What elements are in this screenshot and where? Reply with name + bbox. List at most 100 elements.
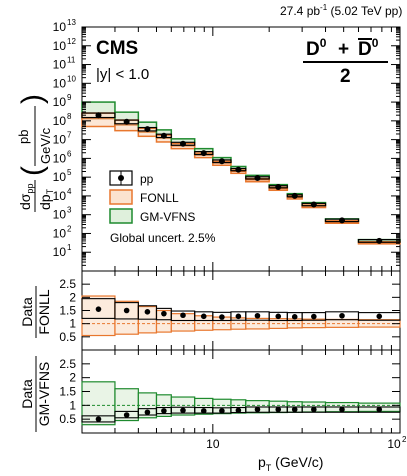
y-tick-exp: 4 [67,187,72,196]
fonll-ratio-point [311,313,317,320]
gmvfns-ratio-point [235,407,242,414]
y-tick-exp: 10 [67,74,76,83]
gmvfns-ratio-point [219,408,225,414]
ratio-y-tick-label: 2 [69,290,76,304]
data-point [95,112,102,119]
fonll-ratio-point [339,312,345,319]
y-tick-label: 10 [53,226,67,240]
data-point [160,132,167,139]
svg-text:D0: D0 [306,36,327,60]
ratio-y-tick-label: 1.5 [59,385,76,399]
y-tick-label: 10 [53,76,67,90]
y-tick-exp: 8 [67,112,72,121]
data-point [254,175,261,182]
gmvfns-ratio-point [311,406,317,413]
y-tick-exp: 9 [67,93,72,102]
y-axis-title-ratio1: Data FONLL [19,286,52,338]
data-point [376,237,383,244]
y-tick-exp: 3 [67,206,72,215]
y-tick-label: 10 [53,114,67,128]
legend-label-gmvfns: GM-VFNS [140,210,195,224]
svg-text:GM-VFNS: GM-VFNS [36,362,52,427]
data-point [123,118,130,125]
y-tick-label: 10 [53,245,67,259]
svg-text:(: ( [16,166,49,176]
y-tick-exp: 12 [67,37,76,46]
particle-label: D0 + D0 2 [303,36,388,87]
legend-label-pp: pp [140,172,154,186]
x-tick-label-10: 10 [206,437,220,451]
lumi-label: 27.4 pb-1 (5.02 TeV pp) [280,3,402,18]
fonll-ratio-point [95,306,102,312]
y-tick-label: 10 [53,20,67,34]
svg-text:Data: Data [19,379,35,409]
fonll-ratio-box [114,300,139,335]
ratio-y-tick-label: 2 [69,371,76,385]
y-tick-exp: 6 [67,149,72,158]
y-tick-exp: 11 [67,56,76,65]
model-bands [81,101,401,426]
y-tick-exp: 13 [67,18,76,27]
gmvfns-ratio-point [275,406,282,413]
svg-text:dσpp: dσpp [17,184,35,210]
svg-text:D0: D0 [358,36,379,60]
data-point [338,217,345,224]
gmvfns-ratio-point [254,406,261,413]
ratio-y-tick-label: 2.5 [59,357,76,371]
fonll-ratio-point [200,313,207,320]
legend-entry-fonll: FONLL [109,189,179,205]
y-tick-label: 10 [53,58,67,72]
x-tick-label-100-exp: 2 [402,435,407,444]
legend: pp FONLL GM-VFNS Global uncert. 2.5% [109,170,216,245]
gmvfns-ratio-point [180,407,186,414]
fonll-ratio-point [275,313,282,320]
y-tick-exp: 2 [67,224,72,233]
data-point [275,183,282,190]
y-tick-label: 10 [53,170,67,184]
legend-label-fonll: FONLL [140,191,179,205]
y-tick-label: 10 [53,151,67,165]
experiment-label: CMS [96,38,138,59]
fonll-ratio-point [144,309,151,315]
gmvfns-ratio-point [161,408,167,414]
fonll-ratio-point [219,314,225,320]
gmvfns-ratio-point [123,412,130,418]
fonll-ratio-point [161,310,167,317]
data-point [235,166,242,173]
svg-text:GeV/c: GeV/c [38,127,53,164]
fonll-ratio-data-box [357,312,401,321]
y-tick-label: 10 [53,95,67,109]
data-points [81,112,401,423]
fonll-ratio-point [291,314,298,320]
gmvfns-ratio-point [144,409,151,416]
ratio-y-tick-label: 1.5 [59,304,76,318]
fonll-ratio-box [81,295,116,337]
legend-entry-pp: pp [109,170,154,186]
y-tick-exp: 1 [67,243,72,252]
svg-text:+: + [338,39,349,60]
gmvfns-ratio-point [200,408,207,414]
y-axis-title-main: dσpp dpT ( pb GeV/c ) [16,94,55,212]
y-tick-label: 10 [53,39,67,53]
y-tick-label: 10 [53,133,67,147]
x-tick-label-100: 10 [387,437,401,451]
fonll-ratio-point [235,313,242,320]
svg-text:): ) [16,94,49,104]
ratio-y-tick-label: 1 [69,317,76,331]
ratio-y-tick-label: 0.5 [59,412,76,426]
data-point [310,201,317,208]
data-point [218,158,225,165]
fonll-ratio-point [123,307,130,314]
fonll-ratio-point [254,312,261,319]
y-tick-label: 10 [53,208,67,222]
data-point [291,192,298,199]
x-axis-title: pT (GeV/c) [258,454,323,473]
gmvfns-ratio-point [339,406,345,413]
fonll-ratio-point [180,312,186,319]
y-axis-title-ratio2: Data GM-VFNS [19,356,52,432]
svg-text:pb: pb [16,130,31,144]
data-point [179,140,186,147]
gmvfns-ratio-point [95,416,102,422]
